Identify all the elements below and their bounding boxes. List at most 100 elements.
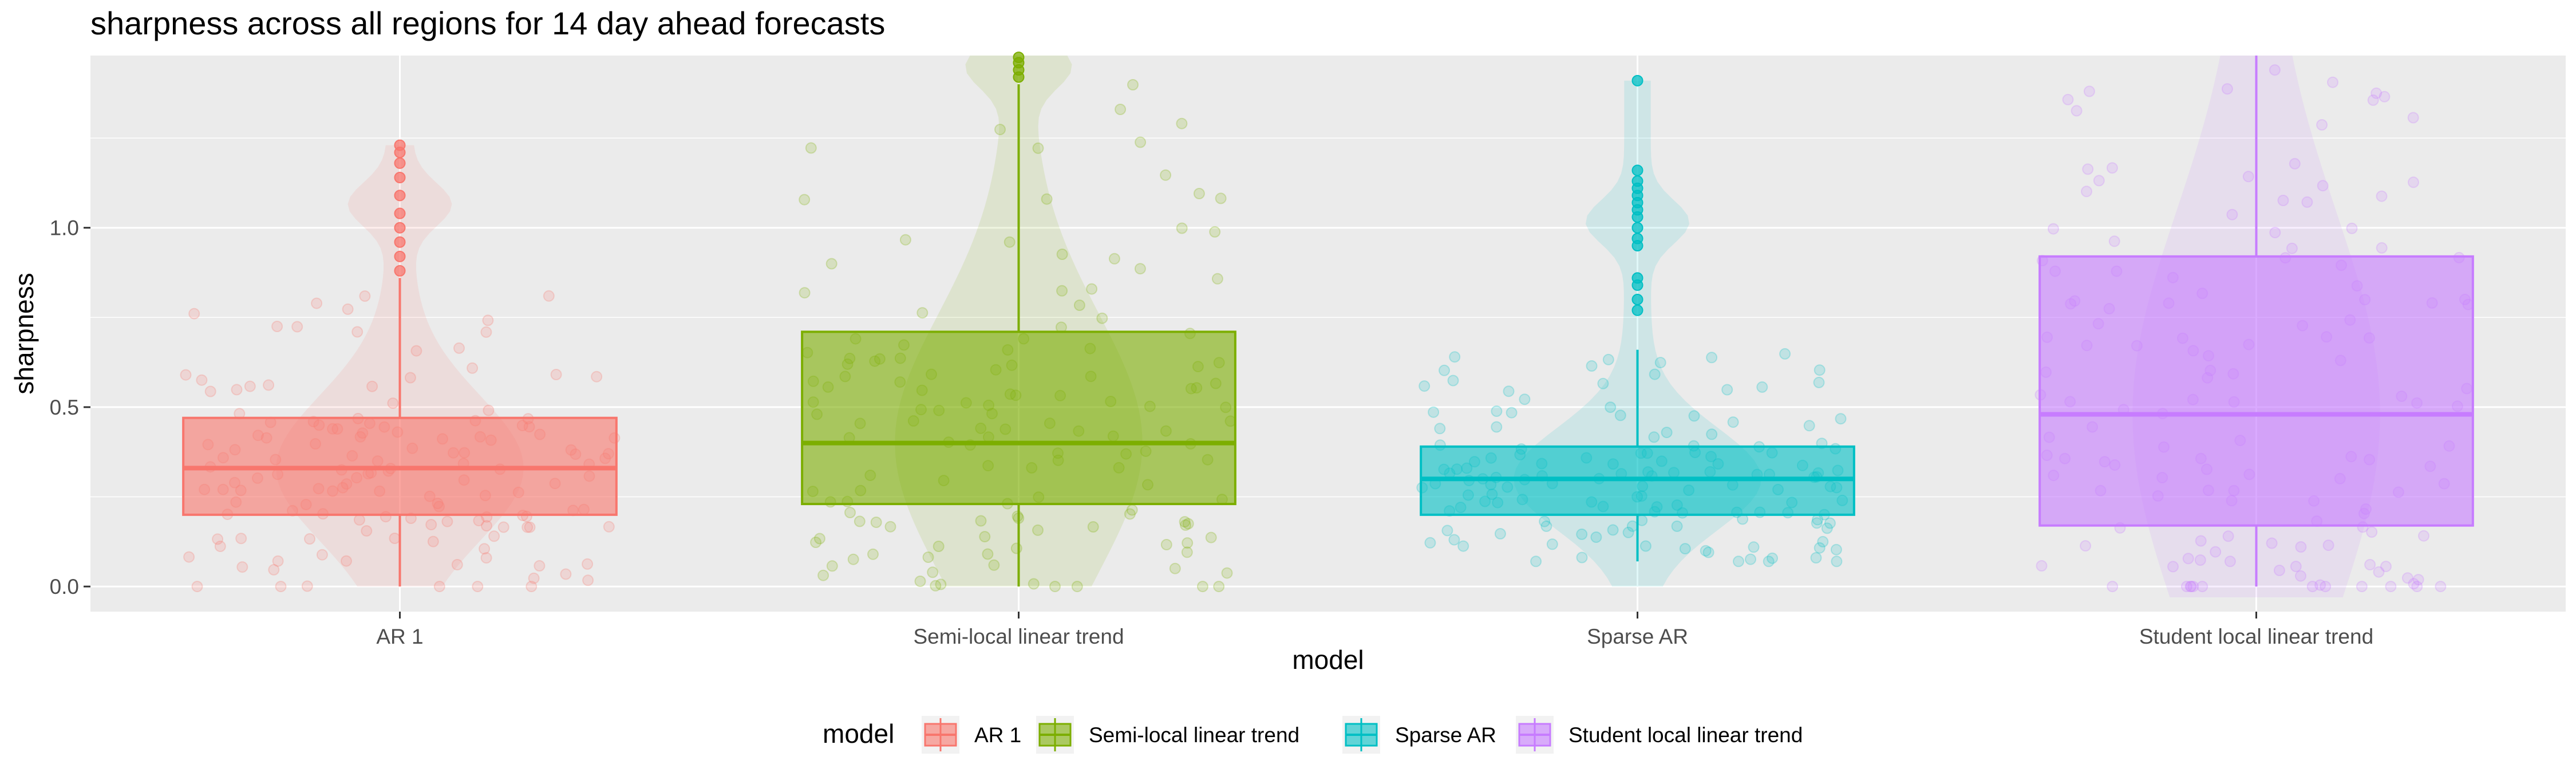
jitter-point xyxy=(1821,522,1833,534)
jitter-point xyxy=(927,566,939,578)
jitter-point xyxy=(2314,579,2326,591)
jitter-point xyxy=(2277,195,2289,206)
jitter-point xyxy=(899,234,911,246)
jitter-point xyxy=(1576,528,1588,540)
jitter-point xyxy=(2106,162,2118,174)
jitter-point xyxy=(191,581,203,593)
jitter-point xyxy=(2370,87,2383,99)
jitter-point xyxy=(2356,581,2368,593)
jitter-point xyxy=(1602,353,1614,365)
jitter-point xyxy=(1071,581,1083,593)
jitter-point xyxy=(2301,196,2313,208)
legend-title: model xyxy=(823,719,894,749)
jitter-point xyxy=(1221,567,1233,579)
jitter-point xyxy=(359,290,371,302)
jitter-point xyxy=(1086,283,1098,295)
jitter-point xyxy=(1835,413,1847,425)
jitter-point xyxy=(2194,554,2206,566)
jitter-point xyxy=(975,515,987,527)
x-axis-title: model xyxy=(1292,645,1364,675)
jitter-point xyxy=(342,303,354,315)
jitter-point xyxy=(2435,581,2447,593)
jitter-point xyxy=(1032,142,1044,154)
jitter-point xyxy=(271,321,283,332)
jitter-point xyxy=(387,397,399,409)
jitter-point xyxy=(1813,376,1825,388)
jitter-point xyxy=(183,551,195,563)
jitter-point xyxy=(2367,94,2379,106)
jitter-point xyxy=(854,515,866,527)
jitter-point xyxy=(497,521,509,533)
jitter-point xyxy=(1661,427,1673,439)
y-axis-title: sharpness xyxy=(9,273,39,394)
boxplot-0 xyxy=(182,139,618,587)
legend-item-0: AR 1 xyxy=(922,716,1021,754)
jitter-point xyxy=(1745,553,1756,565)
y-tick-label: 0.0 xyxy=(50,575,79,598)
boxplot-3 xyxy=(2038,56,2474,587)
axes: 0.0 0.5 1.0 AR 1 Semi-local linear trend Spar… xyxy=(50,216,2374,648)
jitter-point xyxy=(1447,375,1459,387)
outlier-point xyxy=(1631,233,1643,245)
jitter-point xyxy=(1003,236,1016,248)
jitter-point xyxy=(1010,542,1022,554)
jitter-point xyxy=(2180,581,2192,593)
jitter-point xyxy=(582,558,594,570)
jitter-point xyxy=(1605,401,1617,413)
outlier-point xyxy=(1631,74,1643,86)
box xyxy=(2038,255,2474,527)
jitter-point xyxy=(1115,104,1127,115)
jitter-point xyxy=(817,569,829,581)
jitter-point xyxy=(1124,508,1136,520)
jitter-point xyxy=(1546,538,1558,550)
jitter-point xyxy=(1424,537,1436,549)
jitter-point xyxy=(1614,409,1626,421)
jitter-point xyxy=(204,385,216,397)
jitter-point xyxy=(301,580,313,592)
jitter-point xyxy=(1108,253,1120,265)
jitter-point xyxy=(2222,530,2234,542)
jitter-point xyxy=(188,308,200,320)
jitter-point xyxy=(263,379,275,391)
legend-item-3: Student local linear trend xyxy=(1516,716,1803,754)
jitter-point xyxy=(867,548,879,560)
jitter-point xyxy=(524,521,536,533)
legend-label: AR 1 xyxy=(974,723,1021,747)
jitter-point xyxy=(1096,312,1108,324)
jitter-point xyxy=(1134,263,1146,275)
boxplots xyxy=(182,52,2474,587)
outlier-point xyxy=(1631,293,1643,305)
outlier-point xyxy=(394,157,406,169)
jitter-point xyxy=(2269,64,2281,76)
jitter-point xyxy=(1671,520,1683,532)
jitter-point xyxy=(2196,581,2208,593)
jitter-point xyxy=(1457,540,1469,552)
legend-item-1: Semi-local linear trend xyxy=(1036,716,1299,754)
jitter-point xyxy=(291,321,303,333)
jitter-point xyxy=(1814,364,1826,376)
jitter-point xyxy=(2269,227,2281,239)
jitter-point xyxy=(560,568,572,580)
jitter-point xyxy=(1160,539,1172,550)
jitter-point xyxy=(1176,117,1188,129)
jitter-point xyxy=(825,258,837,270)
jitter-point xyxy=(244,380,256,392)
jitter-point xyxy=(341,555,352,567)
legend: model AR 1 Semi-local linear trend Sparse … xyxy=(823,716,1803,754)
jitter-point xyxy=(1205,531,1217,543)
jitter-point xyxy=(1767,552,1778,564)
jitter-point xyxy=(1622,526,1634,538)
jitter-point xyxy=(1519,393,1531,405)
jitter-point xyxy=(1494,528,1506,539)
jitter-point xyxy=(2306,581,2318,593)
jitter-point xyxy=(1180,519,1191,531)
jitter-point xyxy=(935,578,947,590)
jitter-point xyxy=(526,581,538,593)
outlier-point xyxy=(1631,304,1643,316)
jitter-point xyxy=(1196,581,1208,593)
jitter-point xyxy=(1748,541,1760,553)
jitter-point xyxy=(2195,535,2207,547)
legend-label: Semi-local linear trend xyxy=(1089,723,1299,747)
jitter-point xyxy=(1830,543,1842,556)
x-tick-label: Student local linear trend xyxy=(2139,625,2373,648)
